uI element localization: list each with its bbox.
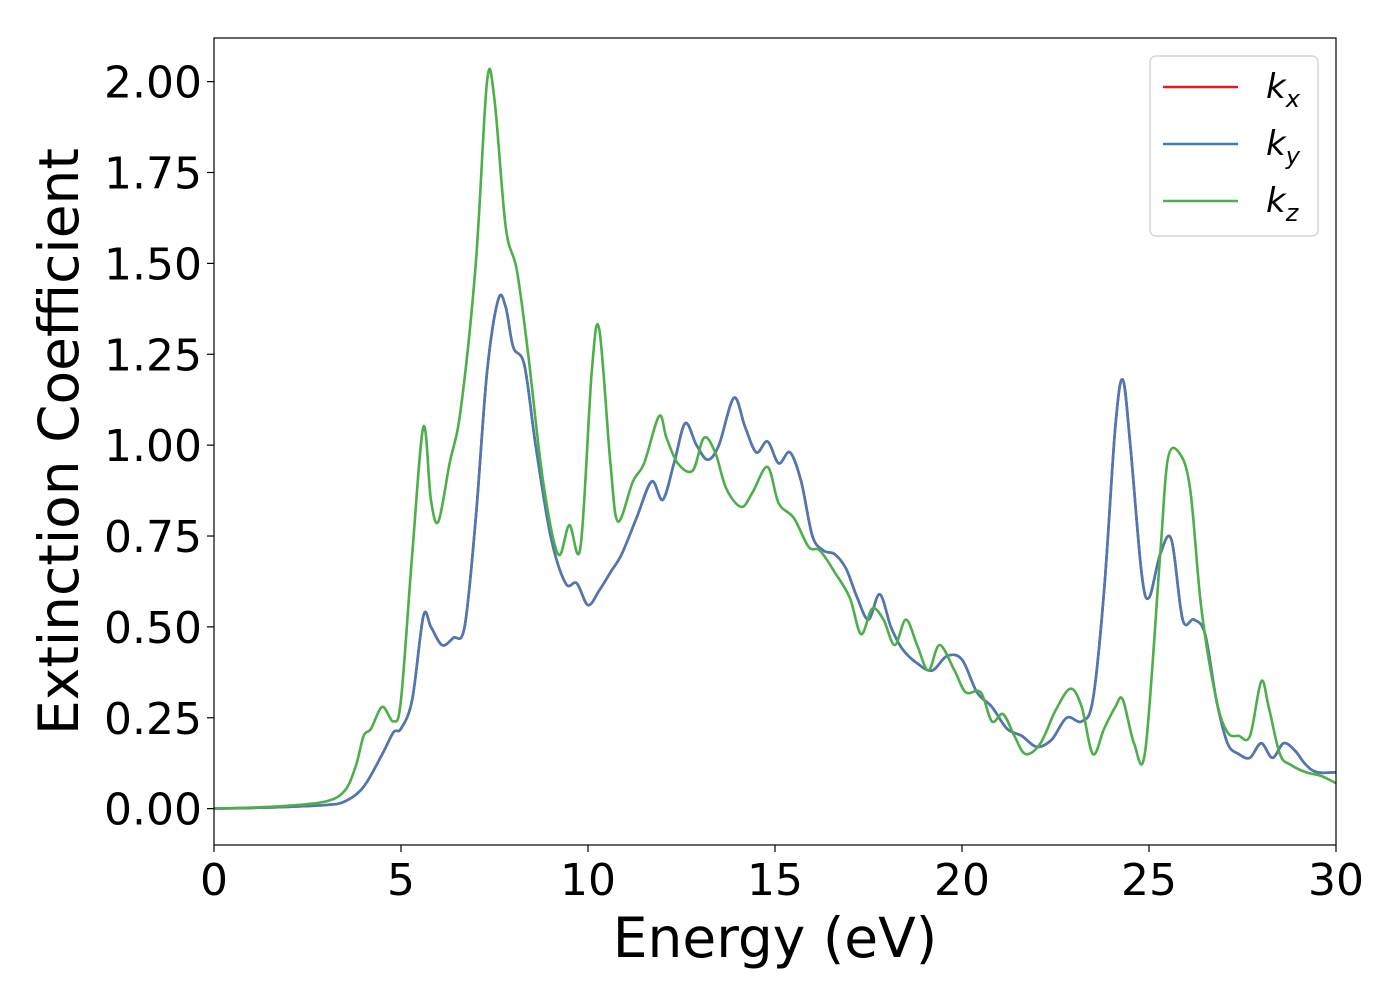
legend-box	[1149, 55, 1319, 237]
y-tick-label: 1.00	[104, 421, 202, 472]
y-tick-label: 1.75	[104, 149, 202, 200]
x-axis-ticks: 0 5 10 15 20 25 30	[200, 845, 1364, 906]
x-tick-label: 0	[200, 855, 228, 906]
legend-label-kz: kz	[1266, 181, 1300, 227]
legend-label-symbol: k	[1266, 181, 1287, 221]
y-axis-ticks: 0.00 0.25 0.50 0.75 1.00 1.25 1.50 1.75 2.00	[104, 58, 214, 836]
y-axis-label: Extinction Coefficient	[27, 148, 91, 735]
legend-label-symbol: k	[1266, 67, 1287, 107]
legend-label-subscript: x	[1285, 85, 1301, 113]
legend-label-symbol: k	[1266, 124, 1287, 164]
series-line-kz	[214, 67, 1336, 810]
legend-label-subscript: y	[1285, 142, 1301, 170]
legend-label-ky: ky	[1266, 124, 1301, 170]
y-tick-label: 2.00	[104, 58, 202, 109]
plot-lines	[214, 67, 1336, 810]
y-tick-label: 0.75	[104, 512, 202, 563]
y-tick-label: 0.00	[104, 785, 202, 836]
series-line-ky	[214, 293, 1336, 810]
y-tick-label: 1.25	[104, 330, 202, 381]
x-tick-label: 5	[387, 855, 415, 906]
x-axis-label: Energy (eV)	[613, 906, 937, 970]
series-line-kx	[214, 293, 1336, 810]
y-tick-label: 0.25	[104, 694, 202, 745]
x-tick-label: 10	[560, 855, 616, 906]
y-tick-label: 0.50	[104, 603, 202, 654]
x-tick-label: 20	[934, 855, 990, 906]
legend-label-subscript: z	[1285, 199, 1300, 227]
x-tick-label: 30	[1308, 855, 1364, 906]
y-tick-label: 1.50	[104, 239, 202, 290]
x-tick-label: 15	[747, 855, 803, 906]
x-tick-label: 25	[1121, 855, 1177, 906]
legend-label-kx: kx	[1266, 67, 1301, 113]
